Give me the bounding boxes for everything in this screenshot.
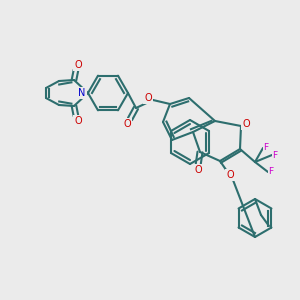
Text: F: F: [272, 151, 278, 160]
Text: N: N: [78, 88, 86, 98]
Text: O: O: [194, 165, 202, 175]
Text: O: O: [226, 170, 234, 180]
Text: F: F: [263, 143, 268, 152]
Text: O: O: [123, 119, 131, 129]
Text: O: O: [74, 116, 82, 126]
Text: O: O: [144, 93, 152, 103]
Text: O: O: [74, 60, 82, 70]
Text: F: F: [268, 167, 274, 176]
Text: O: O: [242, 119, 250, 129]
